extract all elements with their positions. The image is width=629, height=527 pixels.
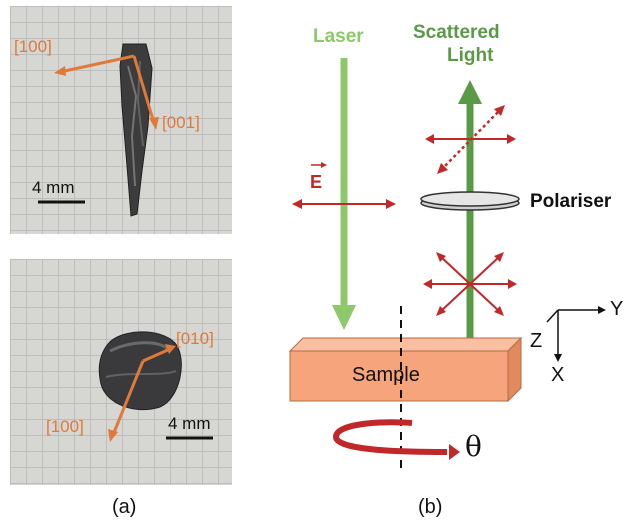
caption-a: (a) [112, 496, 137, 518]
polariser-label: Polariser [530, 191, 612, 212]
sample-label: Sample [352, 364, 420, 386]
laser-arrowhead [332, 305, 356, 330]
axis-100-arrow [59, 54, 135, 74]
axis-010-arrow [142, 347, 171, 363]
axis-label-100-bottom: [100] [46, 417, 84, 436]
scale-label-bottom: 4 mm [168, 414, 211, 433]
rotation-arrow [332, 419, 448, 455]
axis-100-arrow-bottom [111, 360, 145, 436]
axis-label-001: [001] [162, 113, 200, 132]
polarisation-dotted-diagonal [440, 108, 502, 171]
elongated-crystal [119, 43, 153, 217]
axis-y-label: Y [610, 298, 624, 320]
scale-label-top: 4 mm [32, 178, 75, 197]
crystal-bottom-drawing [98, 331, 213, 442]
axis-x-label: X [551, 364, 565, 386]
scattered-arrowhead [458, 80, 482, 104]
axis-label-100-top: [100] [14, 37, 52, 56]
caption-b: (b) [418, 496, 443, 518]
scattered-label-line1: Scattered [413, 22, 500, 43]
axis-001-arrow [132, 55, 156, 124]
polariser-disk [420, 195, 520, 211]
unpolarised-light-star [428, 255, 512, 313]
sample-top-face [288, 337, 523, 352]
theta-label: θ [465, 430, 482, 463]
sample-side-face [507, 336, 522, 403]
e-field-label: E [310, 172, 323, 192]
axis-label-010: [010] [176, 329, 214, 348]
axis-z-line [546, 309, 559, 323]
crystal-top-drawing [38, 43, 159, 217]
crystal-photo-bottom: [010] [100] 4 mm [10, 259, 232, 485]
scattered-label-line2: Light [447, 45, 494, 66]
crystal-photo-top: [100] [001] 4 mm [10, 6, 232, 234]
axis-z-label: Z [530, 330, 543, 352]
graph-paper-background [10, 6, 232, 234]
laser-label: Laser [313, 26, 364, 47]
